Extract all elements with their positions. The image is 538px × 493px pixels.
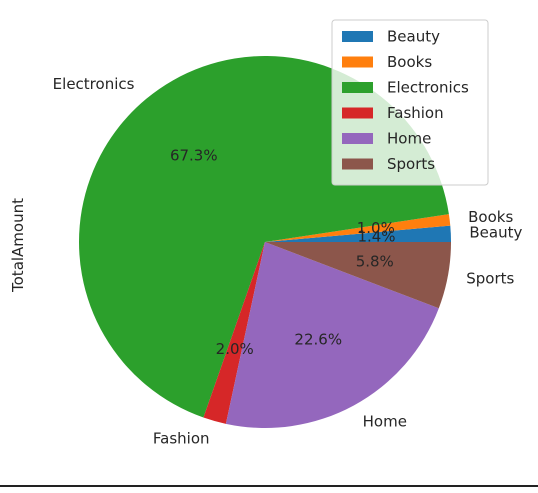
- percent-label-fashion: 2.0%: [216, 340, 254, 358]
- pie-slice-home: [225, 242, 439, 428]
- category-label-sports: Sports: [466, 270, 514, 288]
- legend-swatch-books: [342, 56, 373, 68]
- percent-label-electronics: 67.3%: [170, 147, 218, 165]
- legend-swatch-beauty: [342, 31, 373, 42]
- percent-label-beauty: 1.4%: [357, 228, 395, 246]
- pie-slice-beauty: [265, 225, 452, 242]
- legend-label-sports: Sports: [387, 155, 435, 173]
- legend-label-electronics: Electronics: [387, 79, 469, 97]
- category-label-home: Home: [363, 412, 407, 430]
- legend-swatch-sports: [342, 158, 373, 170]
- legend-label-fashion: Fashion: [387, 104, 444, 122]
- legend-swatch-electronics: [342, 82, 373, 93]
- legend-label-home: Home: [387, 130, 431, 148]
- percent-label-home: 22.6%: [294, 331, 342, 349]
- legend: Beauty Books Electronics Fashion Home Sports: [331, 19, 489, 186]
- legend-swatch-home: [342, 133, 373, 144]
- percent-labels: 1.4%1.0% 67.3% 2.0% 22.6% 5.8%: [170, 147, 396, 358]
- category-label-fashion: Fashion: [153, 429, 210, 447]
- category-label-beauty: Beauty: [469, 224, 522, 242]
- percent-label-books: 1.0%: [357, 219, 395, 237]
- pie-slice-books: [265, 214, 451, 242]
- category-label-electronics: Electronics: [53, 75, 135, 93]
- category-label-books: Books: [468, 208, 513, 226]
- pie-slice-sports: [265, 242, 451, 309]
- legend-label-beauty: Beauty: [387, 28, 440, 46]
- y-axis-label: TotalAmount: [9, 198, 27, 293]
- bottom-divider: [0, 485, 538, 487]
- percent-label-sports: 5.8%: [356, 253, 394, 271]
- legend-swatch-fashion: [342, 107, 373, 119]
- legend-label-books: Books: [387, 53, 432, 71]
- pie-slice-fashion: [203, 242, 265, 424]
